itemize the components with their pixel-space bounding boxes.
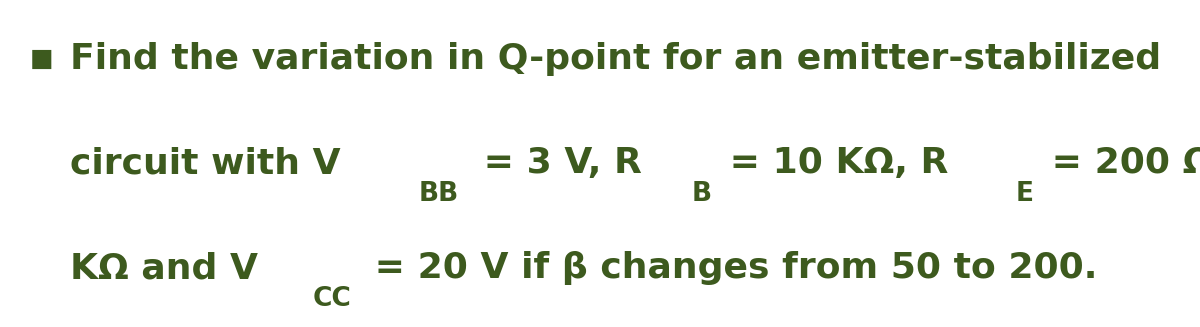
Text: = 10 KΩ, R: = 10 KΩ, R <box>718 146 948 181</box>
Text: ■: ■ <box>30 47 54 71</box>
Text: Find the variation in Q-point for an emitter-stabilized: Find the variation in Q-point for an emi… <box>70 42 1160 76</box>
Text: CC: CC <box>312 286 350 312</box>
Text: = 3 V, R: = 3 V, R <box>470 146 642 181</box>
Text: B: B <box>691 181 712 208</box>
Text: KΩ and V: KΩ and V <box>70 251 258 285</box>
Text: E: E <box>1015 181 1033 208</box>
Text: BB: BB <box>419 181 460 208</box>
Text: = 200 Ω, R: = 200 Ω, R <box>1039 146 1200 181</box>
Text: = 20 V if β changes from 50 to 200.: = 20 V if β changes from 50 to 200. <box>362 251 1098 285</box>
Text: circuit with V: circuit with V <box>70 146 341 181</box>
